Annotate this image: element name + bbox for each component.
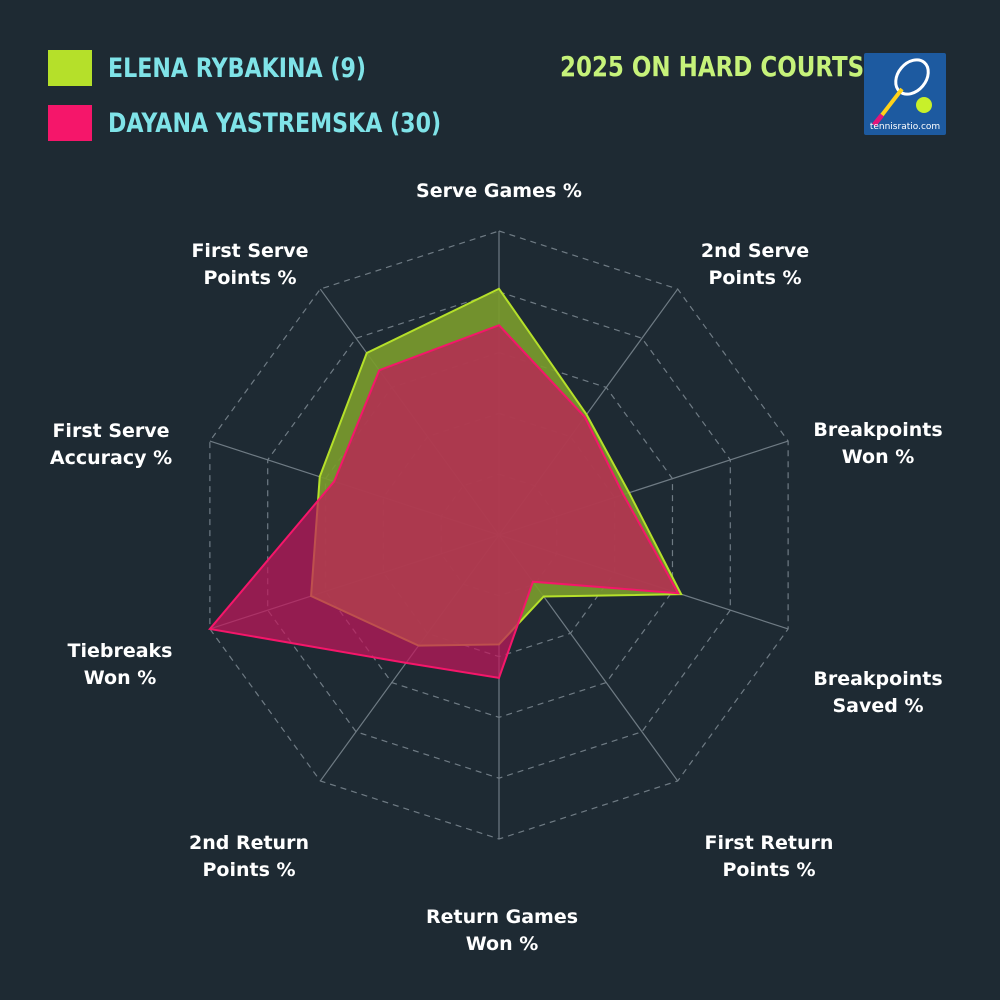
tennisratio-logo: tennisratio.com <box>864 53 946 135</box>
axis-label-line1: First Serve <box>191 240 308 262</box>
legend-label-yastremska: DAYANA YASTREMSKA (30) <box>108 107 442 139</box>
axis-label-line1: 2nd Return <box>189 832 309 854</box>
axis-label-line2: Saved % <box>832 695 923 717</box>
axis-label-line1: Return Games <box>426 906 578 928</box>
axis-label: 2nd Return Points % <box>189 832 309 881</box>
axis-label: 2nd Serve Points % <box>701 240 809 289</box>
axis-label: First Return Points % <box>705 832 834 881</box>
axis-label: Return Games Won % <box>426 906 578 955</box>
axis-label-line2: Points % <box>202 859 295 881</box>
axis-label: Breakpoints Saved % <box>813 668 942 717</box>
legend-label-rybakina: ELENA RYBAKINA (9) <box>108 52 367 84</box>
axis-label-line2: Points % <box>708 267 801 289</box>
legend-swatch-yastremska <box>48 105 92 141</box>
chart-subtitle: 2025 ON HARD COURTS <box>560 50 865 83</box>
radar-series <box>207 287 683 680</box>
axis-label-line1: Breakpoints <box>813 419 942 441</box>
axis-label-line2: Won % <box>842 446 915 468</box>
axis-label-line1: Breakpoints <box>813 668 942 690</box>
legend-item-rybakina: ELENA RYBAKINA (9) <box>48 48 514 88</box>
tennis-racket-ball-icon <box>872 58 932 127</box>
axis-label-line1: First Return <box>705 832 834 854</box>
legend: ELENA RYBAKINA (9) DAYANA YASTREMSKA (30… <box>48 48 514 158</box>
axis-label: Breakpoints Won % <box>813 419 942 468</box>
axis-label: First Serve Points % <box>191 240 308 289</box>
series-area-yastremska <box>207 324 681 680</box>
radar-axis-labels: Serve Games % 2nd Serve Points % Breakpoint… <box>50 180 943 955</box>
axis-label-line2: Won % <box>466 933 539 955</box>
legend-item-yastremska: DAYANA YASTREMSKA (30) <box>48 103 514 143</box>
logo-text: tennisratio.com <box>869 122 941 132</box>
axis-label-line2: Accuracy % <box>50 447 172 469</box>
legend-swatch-rybakina <box>48 50 92 86</box>
axis-label-line1: First Serve <box>52 420 169 442</box>
axis-label-line1: 2nd Serve <box>701 240 809 262</box>
axis-label: Tiebreaks Won % <box>68 640 173 689</box>
axis-label-line1: Tiebreaks <box>68 640 173 662</box>
axis-label-line2: Points % <box>722 859 815 881</box>
axis-label-line2: Points % <box>203 267 296 289</box>
axis-label: First Serve Accuracy % <box>50 420 172 469</box>
axis-label: Serve Games % <box>416 180 582 202</box>
axis-label-line2: Won % <box>84 667 157 689</box>
axis-label-line1: Serve Games % <box>416 180 582 202</box>
